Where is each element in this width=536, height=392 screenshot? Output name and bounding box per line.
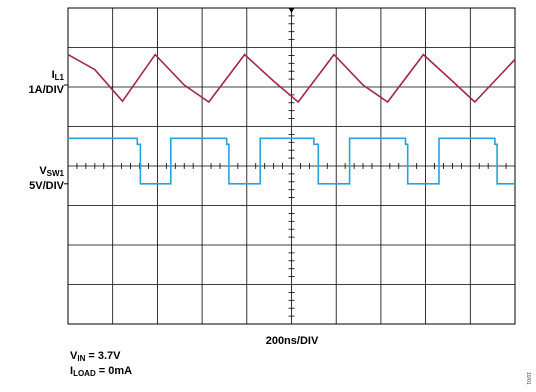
ch1-label-main: I: [51, 69, 55, 81]
ch2-label-sub: SW1: [46, 169, 64, 178]
condition-vin: VIN = 3.7V: [70, 350, 121, 363]
channel-2-label: VSW1 5V/DIV: [8, 165, 64, 192]
ch1-label-sub: L1: [54, 73, 64, 82]
ch2-label-main: V: [39, 165, 47, 177]
figure-id: 10/01: [525, 372, 531, 385]
trace-il1: [67, 53, 516, 104]
channel-1-label: IL1 1A/DIV: [8, 69, 64, 96]
condition-iload: ILOAD = 0mA: [70, 365, 133, 378]
test-conditions: VIN = 3.7V ILOAD = 0mA: [70, 350, 132, 380]
ch1-scale: 1A/DIV: [28, 84, 64, 96]
ch2-scale: 5V/DIV: [29, 180, 64, 192]
time-per-division-label: 200ns/DIV: [265, 335, 319, 347]
trigger-marker: [288, 8, 295, 13]
trace-vsw1: [68, 137, 515, 185]
